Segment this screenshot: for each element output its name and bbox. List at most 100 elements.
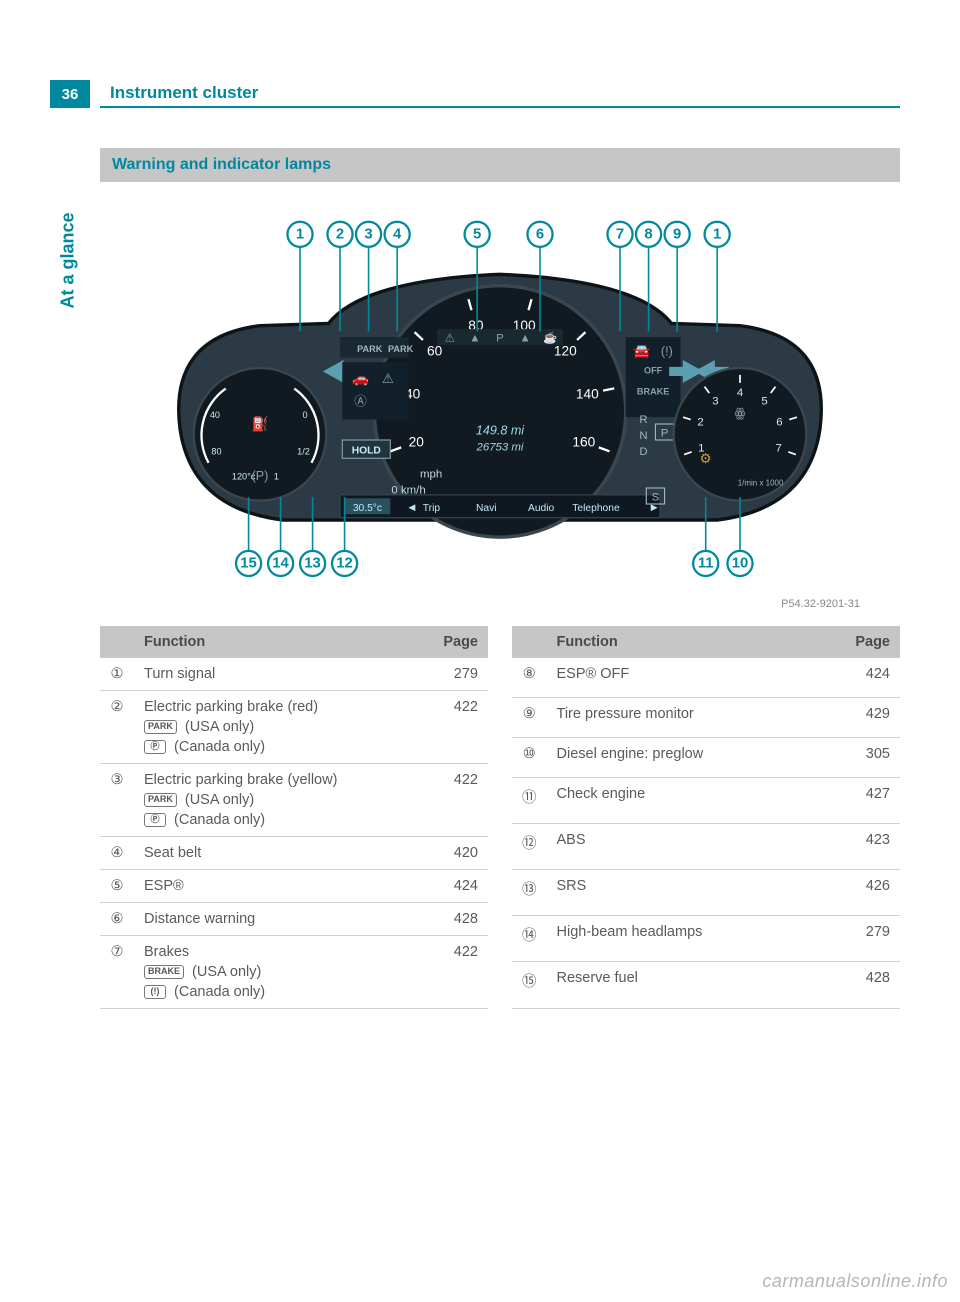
svg-text:7: 7 [775,442,781,454]
svg-text:☕: ☕ [543,331,557,345]
row-page: 428 [840,962,900,1008]
row-index: ③ [100,763,134,836]
col-page: Page [428,626,488,658]
svg-text:160: 160 [572,434,595,449]
svg-text:1: 1 [713,226,721,242]
figure-caption: P54.32-9201-31 [100,594,900,610]
row-index: ⑬ [512,870,547,916]
header-bar: Instrument cluster [100,80,900,108]
svg-text:Ⓐ: Ⓐ [354,395,367,409]
row-index: ⑭ [512,916,547,962]
row-function: Seat belt [134,836,428,869]
row-index: ⑨ [512,697,547,737]
svg-text:P: P [496,333,504,345]
svg-text:R: R [639,414,647,426]
row-index: ② [100,690,134,763]
svg-text:(P): (P) [252,469,269,483]
function-table-right: Function Page ⑧ESP® OFF424⑨Tire pressure… [512,626,900,1009]
svg-text:Trip: Trip [423,503,441,514]
svg-text:15: 15 [240,555,257,571]
svg-text:120: 120 [554,343,577,358]
row-page: 424 [428,869,488,902]
svg-text:140: 140 [576,386,599,401]
row-page: 423 [840,823,900,869]
table-row: ⑤ESP®424 [100,869,488,902]
svg-text:2: 2 [697,416,703,428]
row-page: 422 [428,763,488,836]
row-index: ⑫ [512,823,547,869]
svg-text:11: 11 [698,555,714,571]
svg-text:1: 1 [274,471,279,481]
side-tab: At a glance [50,180,90,340]
row-page: 420 [428,836,488,869]
svg-text:10: 10 [732,555,749,571]
table-row: ⑬SRS426 [512,870,900,916]
svg-text:14: 14 [272,555,289,571]
svg-text:▲: ▲ [469,333,480,345]
row-index: ⑩ [512,737,547,777]
row-function: ESP® [134,869,428,902]
svg-text:13: 13 [304,555,321,571]
table-row: ⑦BrakesBRAKE (USA only)(!) (Canada only)… [100,935,488,1008]
svg-text:30.5°c: 30.5°c [353,503,382,514]
svg-text:▲: ▲ [519,333,530,345]
svg-text:S: S [652,492,660,504]
row-index: ④ [100,836,134,869]
cluster-diagram: 20406080100120140160149.8 mi26753 mimph0… [100,200,900,589]
header-title: Instrument cluster [110,83,258,103]
svg-text:5: 5 [761,395,767,407]
row-function: Distance warning [134,902,428,935]
section-title: Warning and indicator lamps [100,148,900,182]
page-number: 36 [50,80,90,108]
row-function: Electric parking brake (yellow)PARK (USA… [134,763,428,836]
svg-text:⚠: ⚠ [382,371,394,386]
svg-text:8: 8 [644,226,652,242]
table-row: ⑪Check engine427 [512,777,900,823]
row-page: 422 [428,935,488,1008]
svg-text:PARK: PARK [388,344,414,354]
instrument-cluster-figure: 20406080100120140160149.8 mi26753 mimph0… [100,200,900,610]
svg-text:12: 12 [336,555,353,571]
row-index: ⑤ [100,869,134,902]
row-index: ⑧ [512,658,547,697]
svg-text:Navi: Navi [476,503,497,514]
row-function: High-beam headlamps [547,916,841,962]
function-table-left: Function Page ①Turn signal279②Electric p… [100,626,488,1009]
table-row: ⑨Tire pressure monitor429 [512,697,900,737]
svg-text:PARK: PARK [357,344,383,354]
svg-text:0: 0 [303,410,308,420]
row-page: 426 [840,870,900,916]
col-page: Page [840,626,900,658]
svg-text:3: 3 [712,395,718,407]
row-function: Tire pressure monitor [547,697,841,737]
table-row: ⑭High-beam headlamps279 [512,916,900,962]
svg-text:ꙮ: ꙮ [734,406,746,420]
row-page: 427 [840,777,900,823]
svg-text:⚠: ⚠ [445,333,455,345]
row-function: SRS [547,870,841,916]
svg-text:BRAKE: BRAKE [637,386,669,396]
svg-text:40: 40 [210,410,220,420]
function-tables: Function Page ①Turn signal279②Electric p… [100,626,900,1009]
row-page: 424 [840,658,900,697]
svg-text:9: 9 [673,226,681,242]
row-function: Reserve fuel [547,962,841,1008]
row-function: BrakesBRAKE (USA only)(!) (Canada only) [134,935,428,1008]
svg-text:D: D [639,446,647,458]
svg-text:6: 6 [536,226,544,242]
svg-text:⛽: ⛽ [251,416,268,432]
row-page: 428 [428,902,488,935]
row-page: 279 [840,916,900,962]
svg-text:1/min x 1000: 1/min x 1000 [738,479,784,488]
svg-text:OFF: OFF [644,366,663,376]
svg-text:1/2: 1/2 [297,447,310,457]
table-row: ⑩Diesel engine: preglow305 [512,737,900,777]
svg-text:5: 5 [473,226,481,242]
row-index: ⑥ [100,902,134,935]
row-function: Check engine [547,777,841,823]
page: 36 Instrument cluster At a glance Warnin… [0,0,960,1049]
svg-text:P: P [661,428,669,440]
svg-text:149.8 mi: 149.8 mi [476,423,525,437]
row-function: Diesel engine: preglow [547,737,841,777]
svg-text:2: 2 [336,226,344,242]
